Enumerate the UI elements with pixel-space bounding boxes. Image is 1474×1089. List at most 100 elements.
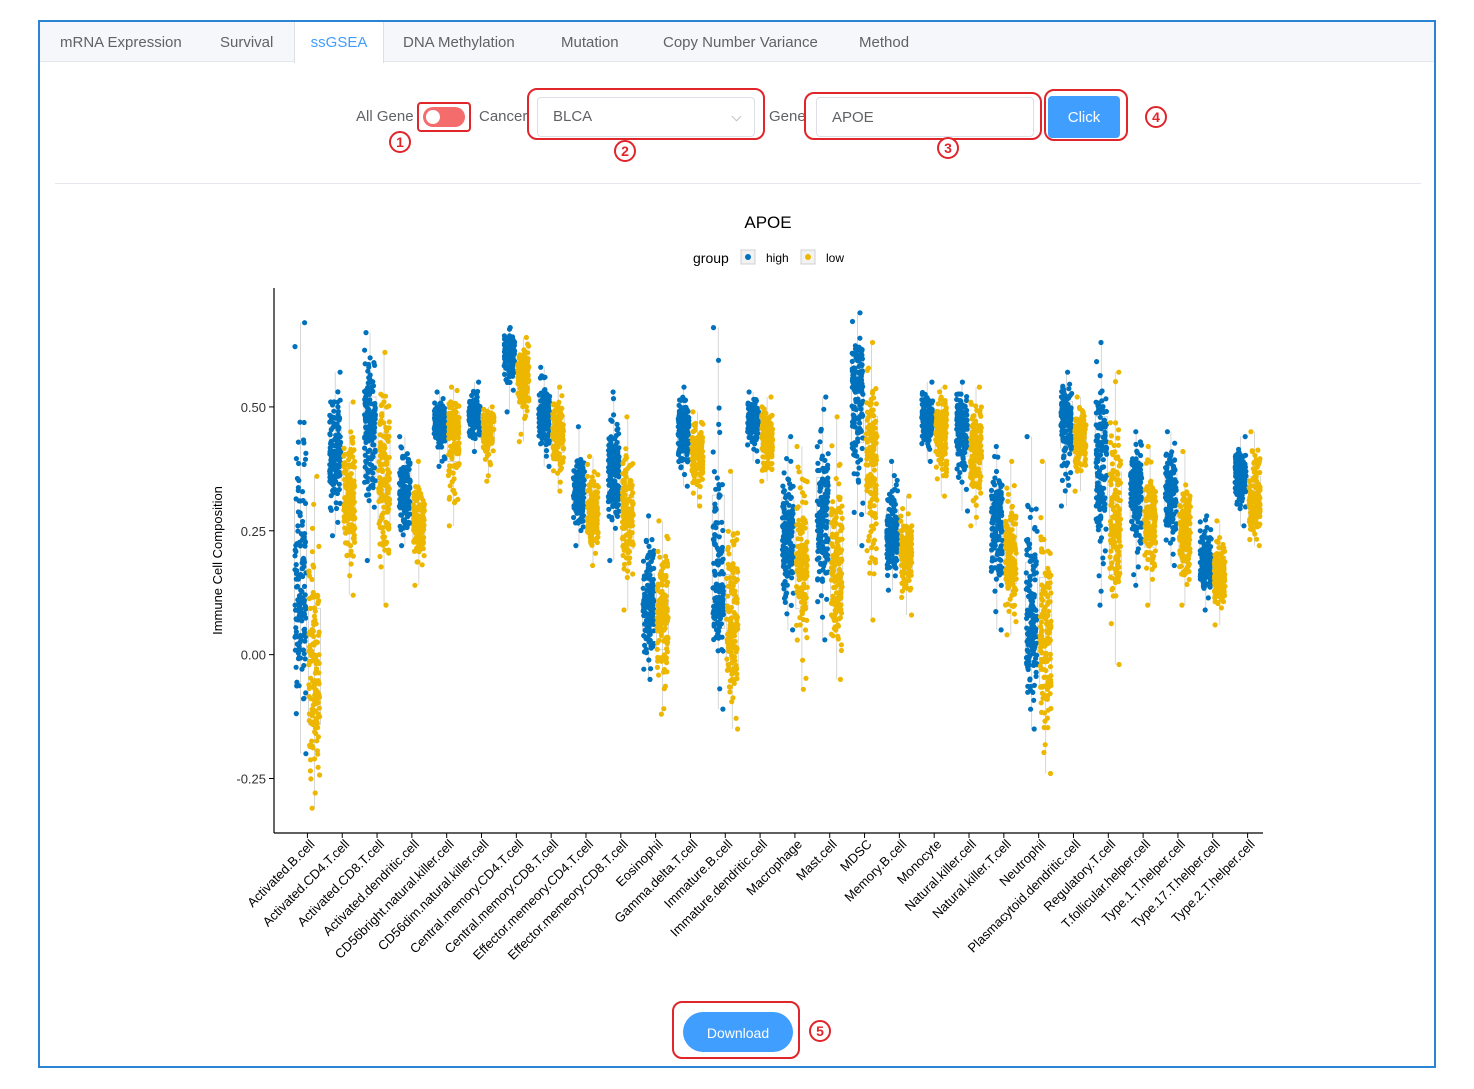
data-point — [516, 439, 522, 445]
data-point — [309, 525, 316, 532]
tab-dna-methylation[interactable]: DNA Methylation — [403, 34, 515, 51]
data-point — [606, 469, 612, 475]
tab-mutation[interactable]: Mutation — [561, 34, 619, 51]
data-point — [451, 441, 457, 447]
data-point — [829, 531, 836, 537]
data-point — [334, 448, 340, 454]
data-point — [800, 553, 806, 559]
gene-input[interactable] — [816, 97, 1034, 137]
data-point — [654, 646, 660, 653]
tab-mrna-expression[interactable]: mRNA Expression — [60, 34, 182, 51]
data-point — [342, 540, 349, 546]
data-point — [593, 499, 599, 505]
data-point — [786, 509, 792, 515]
data-point — [349, 522, 355, 528]
data-point — [713, 525, 719, 531]
data-point — [370, 383, 377, 389]
data-point — [557, 467, 563, 473]
data-point — [818, 538, 824, 544]
data-point — [507, 374, 513, 380]
data-point — [658, 630, 664, 636]
data-point — [328, 399, 334, 405]
data-point — [831, 584, 837, 591]
data-point — [435, 444, 441, 450]
data-point — [454, 446, 460, 452]
data-point — [295, 439, 301, 445]
data-point — [293, 629, 299, 635]
data-point — [713, 520, 719, 526]
data-point — [384, 454, 390, 460]
data-point — [404, 451, 410, 457]
data-point — [382, 349, 388, 355]
tab-ssgsea[interactable]: ssGSEA — [294, 22, 384, 63]
data-point — [441, 454, 447, 460]
tab-copy-number-variance[interactable]: Copy Number Variance — [663, 34, 818, 51]
strip-high-11 — [675, 384, 692, 489]
data-point — [352, 539, 358, 545]
data-point — [327, 432, 333, 438]
data-point — [292, 602, 298, 608]
data-point — [661, 706, 667, 712]
data-point — [730, 532, 736, 538]
data-point — [781, 595, 788, 601]
data-point — [300, 555, 307, 561]
data-point — [295, 528, 301, 534]
data-point — [440, 396, 446, 402]
data-point — [650, 555, 656, 561]
data-point — [306, 662, 312, 668]
data-point — [312, 652, 318, 658]
data-point — [335, 519, 341, 525]
cancer-select-value: BLCA — [553, 108, 593, 125]
callout-box-1 — [417, 102, 471, 132]
data-point — [621, 471, 627, 477]
data-point — [816, 569, 823, 575]
content-frame: mRNA Expression Survival ssGSEA DNA Meth… — [38, 20, 1436, 1068]
data-point — [586, 453, 593, 460]
data-point — [795, 556, 801, 562]
data-point — [678, 397, 684, 403]
data-point — [384, 509, 390, 515]
data-point — [380, 510, 387, 516]
data-point — [380, 468, 386, 474]
data-point — [838, 642, 845, 648]
data-point — [716, 421, 722, 427]
data-point — [312, 617, 318, 623]
data-point — [640, 585, 646, 591]
data-point — [659, 611, 665, 617]
data-point — [314, 748, 320, 754]
data-point — [301, 461, 307, 467]
data-point — [362, 396, 368, 403]
data-point — [616, 502, 622, 508]
data-point — [434, 417, 440, 423]
data-point — [727, 684, 734, 690]
data-point — [337, 461, 343, 467]
data-point — [786, 502, 792, 508]
data-point — [725, 662, 731, 668]
click-button[interactable]: Click — [1048, 96, 1120, 138]
data-point — [366, 498, 372, 504]
data-point — [830, 614, 836, 620]
data-point — [365, 391, 371, 397]
data-point — [521, 347, 527, 353]
data-point — [732, 658, 738, 664]
tab-method[interactable]: Method — [859, 34, 910, 51]
all-gene-toggle[interactable] — [423, 107, 465, 127]
data-point — [485, 473, 491, 479]
data-point — [558, 415, 564, 421]
data-point — [476, 430, 482, 436]
callout-number-1: 1 — [389, 131, 411, 153]
data-point — [752, 401, 758, 407]
data-point — [824, 505, 830, 511]
strip-high-5 — [466, 379, 483, 455]
cancer-select[interactable]: BLCA — [537, 97, 755, 137]
data-point — [292, 607, 299, 613]
data-point — [347, 573, 353, 579]
data-point — [363, 473, 369, 479]
data-point — [309, 576, 315, 583]
tab-survival[interactable]: Survival — [220, 34, 274, 51]
data-point — [719, 568, 725, 575]
data-point — [595, 472, 601, 478]
data-point — [680, 427, 686, 433]
data-point — [363, 459, 369, 465]
data-point — [418, 491, 424, 497]
